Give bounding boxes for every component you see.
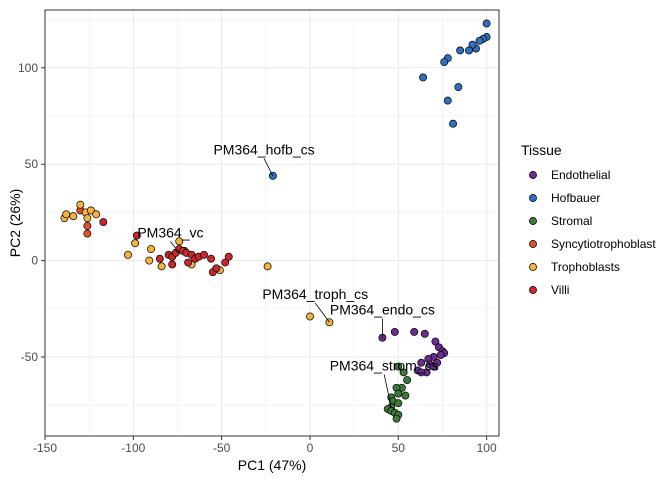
x-tick-label: -100: [121, 441, 145, 455]
legend-label: Endothelial: [551, 168, 610, 182]
x-tick-label: -50: [213, 441, 231, 455]
point-villi: [200, 250, 208, 259]
point-hofbauer: [443, 96, 452, 105]
point-stromal: [394, 389, 403, 398]
point-stromal: [392, 414, 401, 423]
legend-label: Villi: [551, 283, 569, 297]
annotation-label: PM364_hofb_cs: [213, 142, 314, 158]
point-hofbauer: [419, 73, 427, 82]
point-trophoblasts: [124, 250, 132, 259]
point-villi: [221, 258, 230, 267]
point-trophoblasts: [157, 262, 166, 271]
point-hofbauer: [449, 119, 458, 128]
annotation-label: PM364_vc: [137, 224, 203, 240]
legend-title: Tissue: [521, 142, 562, 158]
point-villi: [224, 252, 233, 261]
annotation-label: PM364_endo_cs: [330, 302, 435, 318]
point-trophoblasts: [145, 256, 154, 265]
annotation-leader: [263, 158, 274, 176]
x-tick-label: -150: [33, 441, 57, 455]
legend-key-endothelial: [529, 171, 537, 179]
annotation-label: PM364_strom_cs: [330, 357, 439, 373]
point-trophoblasts: [175, 237, 184, 246]
point-hofbauer: [465, 46, 473, 55]
x-tick-label: 0: [307, 441, 314, 455]
point-endothelial: [433, 358, 442, 367]
point-stromal: [399, 368, 408, 377]
point-hofbauer: [454, 83, 463, 92]
legend-key-villi: [529, 286, 537, 294]
annotation-leader: [383, 374, 392, 408]
point-syncytiotrophoblast: [83, 221, 92, 230]
point-villi: [99, 218, 108, 226]
point-villi: [155, 254, 164, 263]
point-hofbauer: [482, 19, 491, 28]
annotation-leader: [170, 241, 180, 254]
point-endothelial: [436, 351, 445, 359]
legend-key-hofbauer: [529, 194, 537, 202]
point-endothelial: [410, 327, 419, 336]
point-hofbauer: [440, 58, 449, 66]
point-trophoblasts: [62, 210, 71, 219]
legend-key-stromal: [529, 217, 537, 225]
y-axis-title: PC2 (26%): [7, 189, 23, 257]
y-tick-label: 0: [31, 254, 38, 268]
annotations: PM364_hofb_csPM364_vcPM364_troph_csPM364…: [137, 142, 439, 408]
point-stromal: [401, 391, 410, 400]
x-tick-label: 100: [477, 441, 497, 455]
point-trophoblasts: [92, 210, 101, 219]
point-trophoblasts: [83, 214, 92, 223]
point-villi: [184, 258, 193, 267]
point-trophoblasts: [69, 212, 78, 221]
point-syncytiotrophoblast: [83, 229, 92, 238]
point-trophoblasts: [76, 200, 85, 209]
point-hofbauer: [456, 46, 465, 55]
legend-label: Hofbauer: [551, 191, 600, 205]
point-villi: [168, 260, 177, 269]
x-axis-title: PC1 (47%): [238, 457, 306, 473]
point-trophoblasts: [131, 239, 140, 248]
y-tick-label: 50: [25, 157, 39, 171]
point-trophoblasts: [263, 262, 272, 271]
point-trophoblasts: [86, 206, 95, 215]
point-stromal: [394, 399, 403, 408]
plot-panel-border: [44, 9, 500, 437]
y-tick-label: 100: [18, 61, 38, 75]
legend-key-trophoblasts: [529, 263, 537, 271]
y-tick-label: -50: [21, 350, 39, 364]
point-villi: [212, 264, 221, 273]
x-tick-label: 50: [392, 441, 406, 455]
axis-ticks: -150 -100 -50 0 50 100 -50 0 50 100: [18, 61, 497, 455]
point-villi: [207, 254, 216, 263]
point-stromal: [394, 362, 403, 371]
point-endothelial: [420, 329, 429, 338]
annotation-leader: [314, 302, 330, 323]
point-trophoblasts: [306, 312, 314, 321]
legend-key-syncytiotrophoblast: [529, 240, 537, 248]
point-endothelial: [431, 337, 440, 346]
point-endothelial: [390, 327, 399, 336]
point-hofbauer: [468, 40, 477, 49]
point-trophoblasts: [147, 245, 155, 253]
legend-label: Syncytiotrophoblast: [551, 237, 656, 251]
point-endothelial: [417, 368, 426, 377]
legend: Tissue Endothelial Hofbauer Stromal Syncyti…: [521, 142, 656, 297]
annotation-label: PM364_troph_cs: [262, 286, 368, 302]
point-stromal: [403, 376, 412, 385]
point-hofbauer: [475, 36, 484, 45]
legend-label: Trophoblasts: [551, 260, 620, 274]
point-villi: [132, 231, 141, 240]
point-endothelial: [417, 358, 426, 367]
legend-label: Stromal: [551, 214, 592, 228]
